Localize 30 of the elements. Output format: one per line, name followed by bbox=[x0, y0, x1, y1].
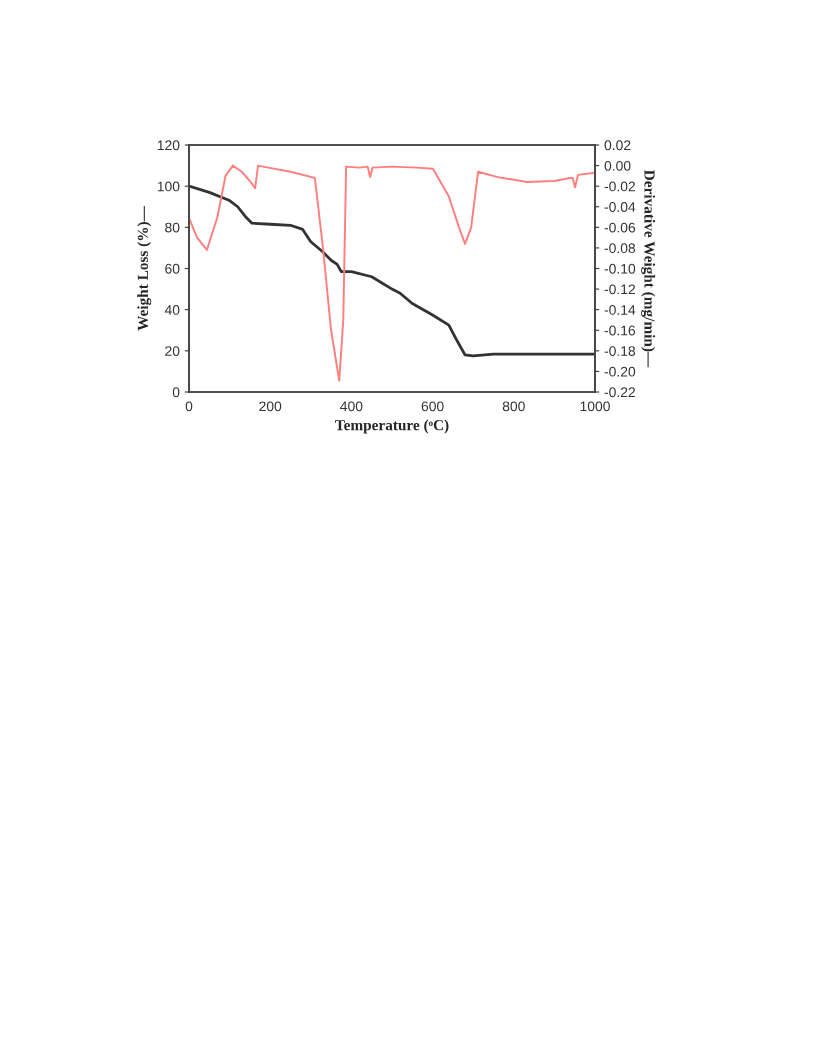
y2-tick-label: 0.02 bbox=[604, 140, 631, 151]
y2-tick-label: -0.20 bbox=[604, 366, 636, 377]
x-tick-label: 200 bbox=[259, 401, 282, 412]
y-tick-label: 100 bbox=[157, 181, 180, 192]
x-tick-label: 800 bbox=[502, 401, 525, 412]
x-tick-label: 1000 bbox=[580, 401, 610, 412]
y2-tick-label: -0.16 bbox=[604, 325, 636, 336]
y-tick-label: 0 bbox=[172, 387, 180, 398]
y-tick-label: 40 bbox=[164, 305, 180, 315]
y2-tick-label: -0.06 bbox=[604, 222, 636, 233]
x-tick-label: 600 bbox=[421, 401, 444, 412]
x-axis-title: Temperature (ᵒC) bbox=[335, 419, 449, 434]
y2-tick-label: -0.18 bbox=[604, 346, 636, 356]
y2-tick-label: -0.12 bbox=[604, 284, 635, 295]
y-tick-label: 60 bbox=[165, 263, 180, 274]
y-tick-label: 20 bbox=[165, 346, 180, 356]
y-tick-label: 120 bbox=[157, 140, 180, 151]
y2-tick-label: -0.10 bbox=[604, 263, 636, 274]
y2-tick-label: -0.02 bbox=[604, 181, 635, 192]
y2-tick-label: -0.22 bbox=[604, 387, 635, 398]
y2-tick-label: -0.04 bbox=[604, 202, 636, 212]
y2-axis-title: Derivative Weight (mg/min)— bbox=[641, 170, 656, 368]
x-tick-label: 400 bbox=[340, 401, 363, 412]
x-tick-label: 0 bbox=[185, 401, 193, 412]
y2-tick-label: -0.08 bbox=[604, 243, 636, 254]
y-tick-label: 80 bbox=[165, 222, 180, 233]
y-axis-title: Weight Loss (%)— bbox=[137, 206, 152, 331]
line-series bbox=[189, 164, 595, 382]
y2-tick-label: -0.14 bbox=[604, 305, 636, 315]
y2-tick-label: 0.00 bbox=[604, 160, 631, 171]
